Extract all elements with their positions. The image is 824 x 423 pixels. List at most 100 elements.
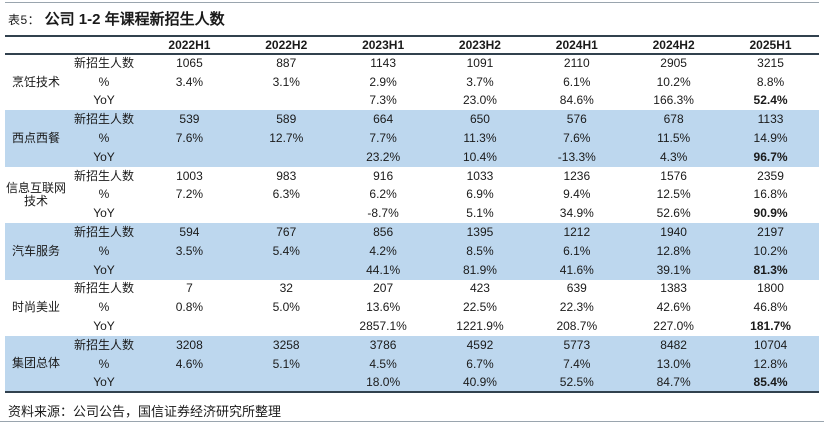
- value-cell: 7.6%: [528, 129, 626, 148]
- value-cell: [141, 204, 238, 223]
- value-cell: 423: [469, 281, 490, 296]
- metric-label-cell: %: [67, 129, 141, 148]
- column-header: 2022H1: [141, 36, 238, 55]
- value-cell: 12.8%: [625, 241, 723, 261]
- value-cell: 44.1%: [334, 260, 432, 280]
- metric-label-cell: %: [67, 241, 141, 261]
- value-cell: 166.3%: [653, 93, 694, 108]
- value-cell: 1800: [757, 281, 784, 296]
- value-cell: 7.4%: [528, 354, 626, 374]
- table-header: 2022H1 2022H2 2023H1 2023H2 2024H1 2024H2 2025…: [5, 36, 819, 55]
- value-cell: 32: [279, 281, 293, 296]
- value-cell: 1940: [625, 223, 723, 242]
- table-row: % 0.8% 5.0% 13.6% 22.5% 22.3% 42.6% 46.8%: [5, 298, 819, 317]
- table-number-label: 表5：: [8, 13, 41, 27]
- value-cell: 1133: [722, 110, 819, 130]
- value-cell: [141, 92, 238, 111]
- value-cell: 7.3%: [369, 93, 397, 108]
- value-cell: 2110: [563, 56, 590, 71]
- value-cell: 14.9%: [722, 129, 819, 148]
- value-cell: 3.5%: [141, 241, 238, 261]
- column-header: 2022H2: [237, 36, 335, 55]
- value-cell: 639: [566, 281, 587, 296]
- value-cell: 1212: [528, 223, 626, 242]
- header-row: 2022H1 2022H2 2023H1 2023H2 2024H1 2024H2 2025…: [5, 36, 819, 55]
- value-cell: 664: [334, 110, 432, 130]
- category-cell: 烹饪技术: [11, 75, 60, 90]
- value-cell: 2359: [757, 168, 784, 183]
- value-cell: 207: [373, 281, 394, 296]
- value-cell: 227.0%: [653, 318, 694, 333]
- value-cell: 4.6%: [141, 354, 238, 374]
- enrollment-table: 2022H1 2022H2 2023H1 2023H2 2024H1 2024H2 2025…: [5, 35, 819, 394]
- metric-label-cell: YoY: [67, 260, 141, 280]
- value-cell: 13.0%: [625, 354, 723, 374]
- column-header: 2023H1: [334, 36, 432, 55]
- value-cell: 6.3%: [272, 187, 300, 202]
- table-row: YoY 23.2% 10.4% -13.3% 4.3% 96.7%: [5, 147, 819, 167]
- table-row: 信息互联网技术 新招生人数 1003 983 916 1033 1236 1576 2359: [5, 167, 819, 208]
- value-cell: 11.5%: [625, 129, 723, 148]
- value-cell: 650: [431, 110, 529, 130]
- value-cell: 52.4%: [753, 93, 788, 108]
- table-row: % 4.6% 5.1% 4.5% 6.7% 7.4% 13.0% 12.8%: [5, 354, 819, 374]
- column-header: 2025H1: [722, 36, 819, 55]
- top-rule: [5, 2, 819, 3]
- value-cell: 1221.9%: [456, 318, 504, 333]
- metric-label-cell: %: [98, 74, 110, 89]
- value-cell: 18.0%: [334, 373, 432, 393]
- metric-label-cell: YoY: [67, 147, 141, 167]
- value-cell: 4.3%: [625, 147, 723, 167]
- value-cell: 10.2%: [722, 241, 819, 261]
- value-cell: 1091: [466, 56, 494, 71]
- value-cell: 8.8%: [756, 74, 785, 89]
- value-cell: 589: [237, 110, 335, 130]
- value-cell: [141, 373, 238, 393]
- metric-label-cell: 新招生人数: [73, 168, 134, 183]
- value-cell: 916: [373, 168, 394, 183]
- metric-label-cell: YoY: [93, 206, 115, 221]
- value-cell: 1033: [466, 168, 494, 183]
- value-cell: [237, 147, 335, 167]
- value-cell: [238, 317, 335, 336]
- value-cell: 12.8%: [722, 354, 819, 374]
- category-cell: 汽车服务: [5, 223, 67, 280]
- value-cell: 23.2%: [334, 147, 432, 167]
- value-cell: 576: [528, 110, 626, 130]
- value-cell: 4592: [431, 335, 529, 355]
- metric-label-cell: YoY: [93, 93, 115, 108]
- value-cell: 5.1%: [237, 354, 335, 374]
- category-cell: 时尚美业: [11, 300, 60, 315]
- value-cell: 4.2%: [334, 241, 432, 261]
- table-row: YoY 18.0% 40.9% 52.5% 84.7% 85.4%: [5, 373, 819, 393]
- table-row: % 3.4% 3.1% 2.9% 3.7% 6.1% 10.2% 8.8%: [5, 73, 819, 92]
- value-cell: 16.8%: [753, 187, 788, 202]
- value-cell: 84.6%: [559, 93, 594, 108]
- metric-label-cell: 新招生人数: [67, 110, 141, 130]
- value-cell: 81.9%: [431, 260, 529, 280]
- value-cell: 2.9%: [369, 74, 397, 89]
- value-cell: 1576: [660, 168, 687, 183]
- value-cell: 767: [237, 223, 335, 242]
- value-cell: 39.1%: [625, 260, 723, 280]
- value-cell: [238, 204, 335, 223]
- metric-label-cell: 新招生人数: [73, 56, 134, 71]
- value-cell: 3.4%: [175, 74, 204, 89]
- category-cell: 西点西餐: [5, 110, 67, 167]
- value-cell: 0.8%: [175, 300, 204, 315]
- value-cell: 6.9%: [466, 187, 494, 202]
- value-cell: 34.9%: [559, 206, 594, 221]
- table-row: YoY 2857.1% 1221.9% 208.7% 227.0% 181.7%: [5, 317, 819, 336]
- value-cell: 1065: [176, 56, 203, 71]
- metric-label-cell: 新招生人数: [73, 281, 134, 296]
- value-cell: [237, 373, 335, 393]
- value-cell: 887: [276, 56, 297, 71]
- value-cell: 52.6%: [656, 206, 691, 221]
- value-cell: 5773: [528, 335, 626, 355]
- value-cell: 594: [141, 223, 238, 242]
- value-cell: [141, 260, 238, 280]
- table-row: 集团总体 新招生人数 3208 3258 3786 4592 5773 8482 10704: [5, 335, 819, 393]
- value-cell: 5.4%: [237, 241, 335, 261]
- table-row: 时尚美业 新招生人数 7 32 207 423 639 1383 1800: [5, 280, 819, 314]
